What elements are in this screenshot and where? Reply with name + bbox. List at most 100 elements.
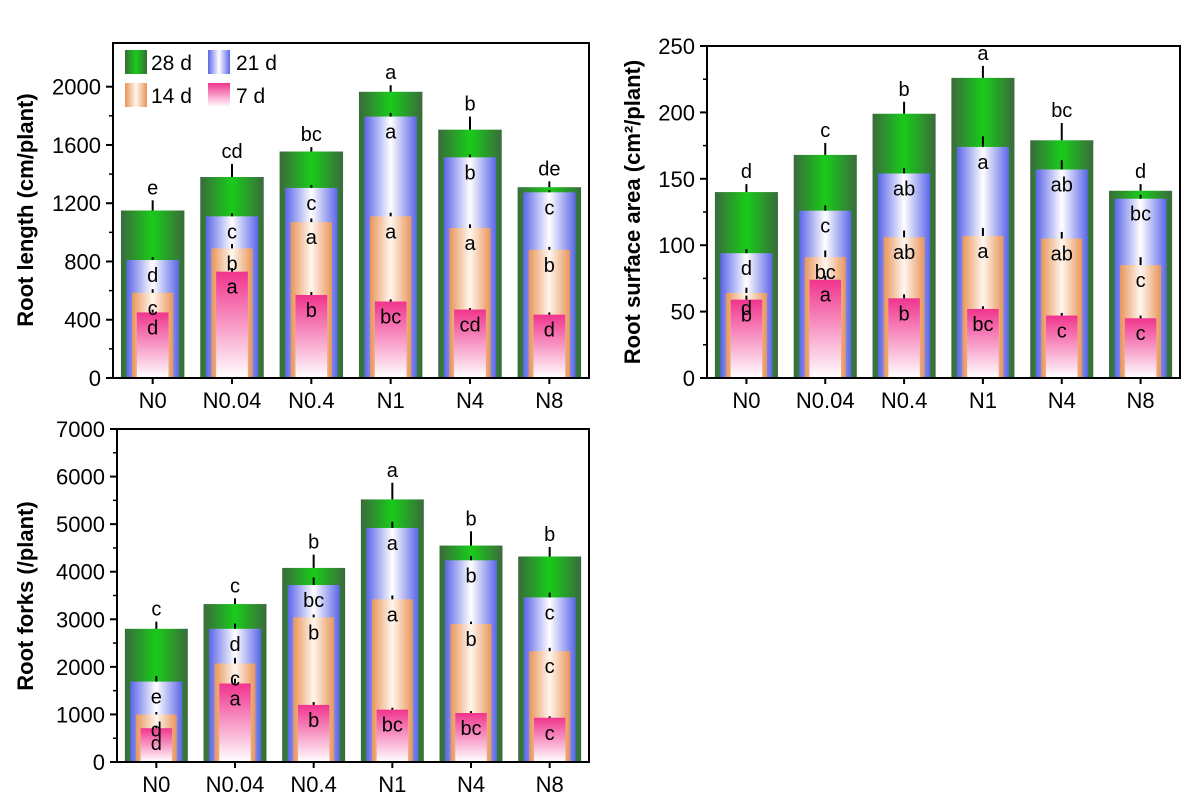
letter-forks-7d-N0: d: [151, 733, 162, 755]
letter-length-7d-N0.4: b: [306, 300, 317, 322]
xtick-label-forks-N8: N8: [536, 772, 564, 797]
legend-label-21d: 21 d: [236, 52, 277, 75]
xtick-label-surface-N8: N8: [1127, 388, 1155, 413]
xtick-label-length-N0.04: N0.04: [203, 388, 262, 413]
ytick-label-forks-0: 0: [93, 750, 105, 775]
bar-length-7d-N0.04: [216, 271, 248, 378]
xtick-label-length-N1: N1: [377, 388, 405, 413]
letter-length-21d-N4: b: [464, 162, 475, 184]
letter-surface-14d-N8: c: [1136, 270, 1146, 292]
letter-surface-28d-N4: bc: [1051, 100, 1072, 122]
letter-length-7d-N0.04: a: [226, 277, 238, 299]
xtick-label-surface-N0.04: N0.04: [796, 388, 855, 413]
xtick-label-length-N0.4: N0.4: [288, 388, 334, 413]
legend-swatch-21d: [208, 50, 230, 74]
ytick-label-length-1200: 1200: [52, 191, 101, 216]
letter-forks-21d-N0.4: bc: [303, 590, 324, 612]
letter-length-14d-N8: b: [544, 255, 555, 277]
letter-length-7d-N4: cd: [459, 315, 480, 337]
letter-surface-7d-N1: bc: [972, 314, 993, 336]
ytick-label-surface-150: 150: [658, 167, 695, 192]
bar-forks-7d-N1: [376, 709, 409, 762]
legend-swatch-28d: [125, 50, 147, 74]
letter-forks-21d-N1: a: [387, 533, 399, 555]
legend-swatch-7d: [208, 83, 230, 107]
ytick-label-surface-0: 0: [683, 366, 695, 391]
ytick-label-surface-200: 200: [658, 100, 695, 125]
ytick-label-length-400: 400: [64, 308, 101, 333]
letter-forks-7d-N4: bc: [460, 718, 481, 740]
legend-label-7d: 7 d: [236, 85, 265, 108]
ytick-label-forks-7000: 7000: [56, 417, 105, 442]
ytick-label-surface-100: 100: [658, 233, 695, 258]
xtick-label-length-N0: N0: [139, 388, 167, 413]
ytick-label-length-2000: 2000: [52, 75, 101, 100]
letter-forks-21d-N4: b: [465, 565, 476, 587]
letter-surface-14d-N1: a: [977, 241, 989, 263]
letter-forks-7d-N0.4: b: [308, 710, 319, 732]
letter-surface-14d-N0.4: ab: [893, 242, 915, 264]
letter-surface-7d-N0: b: [741, 305, 752, 327]
letter-surface-28d-N1: a: [977, 43, 989, 65]
letter-forks-14d-N8: c: [545, 656, 555, 678]
xtick-label-surface-N4: N4: [1048, 388, 1076, 413]
letter-length-7d-N0: d: [147, 317, 158, 339]
letter-surface-14d-N4: ab: [1051, 244, 1073, 266]
bar-length-7d-N1: [374, 301, 407, 378]
letter-forks-28d-N0: c: [151, 599, 161, 621]
ytick-label-surface-50: 50: [671, 300, 695, 325]
bar-length-7d-N0: [136, 312, 169, 378]
bar-surface-7d-N8: [1124, 318, 1157, 378]
letter-surface-21d-N0.04: c: [820, 216, 830, 238]
legend: 28 d 21 d 14 d 7 d: [125, 50, 277, 108]
ylabel-forks: Root forks (/plant): [13, 501, 38, 690]
letter-forks-28d-N0.4: b: [308, 532, 319, 554]
ylabel-length: Root length (cm/plant): [13, 93, 38, 326]
bar-surface-7d-N1: [967, 308, 999, 378]
letter-length-21d-N0.4: c: [306, 193, 316, 215]
ytick-label-length-1600: 1600: [52, 133, 101, 158]
bar-length-7d-N0.4: [295, 294, 328, 378]
letter-surface-21d-N4: ab: [1051, 175, 1073, 197]
legend-swatch-14d: [125, 83, 147, 107]
letter-length-28d-N1: a: [385, 62, 397, 84]
letter-length-28d-N4: b: [464, 94, 475, 116]
letter-length-28d-N0: e: [147, 177, 158, 199]
xtick-label-length-N8: N8: [535, 388, 563, 413]
bar-forks-7d-N0.4: [297, 704, 330, 762]
letter-length-28d-N8: de: [538, 158, 560, 180]
letter-length-14d-N0.04: b: [226, 253, 237, 275]
letter-surface-28d-N0: d: [741, 161, 752, 183]
letter-length-7d-N8: d: [544, 320, 555, 342]
bar-surface-7d-N0.4: [888, 298, 920, 378]
letter-length-21d-N1: a: [385, 122, 397, 144]
frame-length: [112, 42, 590, 379]
ytick-label-forks-6000: 6000: [56, 465, 105, 490]
xtick-label-surface-N1: N1: [969, 388, 997, 413]
letter-length-7d-N1: bc: [380, 307, 401, 329]
letter-forks-7d-N1: bc: [382, 715, 403, 737]
legend-label-28d: 28 d: [151, 52, 192, 75]
xtick-label-forks-N4: N4: [457, 772, 485, 797]
letter-forks-28d-N8: b: [544, 524, 555, 546]
xtick-label-surface-N0: N0: [732, 388, 760, 413]
letter-forks-28d-N1: a: [387, 460, 399, 482]
letter-surface-7d-N4: c: [1057, 321, 1067, 343]
letter-forks-7d-N0.04: a: [229, 689, 241, 711]
ytick-label-forks-3000: 3000: [56, 607, 105, 632]
bar-length-7d-N8: [533, 314, 566, 378]
bar-forks-7d-N0: [140, 728, 173, 762]
ytick-label-forks-2000: 2000: [56, 655, 105, 680]
ytick-label-forks-1000: 1000: [56, 702, 105, 727]
letter-surface-28d-N0.4: b: [899, 79, 910, 101]
letter-forks-14d-N4: b: [465, 629, 476, 651]
letter-length-14d-N4: a: [464, 233, 476, 255]
letter-forks-21d-N0: e: [151, 687, 162, 709]
ytick-label-forks-4000: 4000: [56, 560, 105, 585]
letter-surface-28d-N8: d: [1135, 161, 1146, 183]
letter-surface-14d-N0.04: bc: [815, 262, 836, 284]
ytick-label-surface-250: 250: [658, 34, 695, 59]
xtick-label-forks-N0.4: N0.4: [290, 772, 336, 797]
xtick-label-forks-N0: N0: [142, 772, 170, 797]
